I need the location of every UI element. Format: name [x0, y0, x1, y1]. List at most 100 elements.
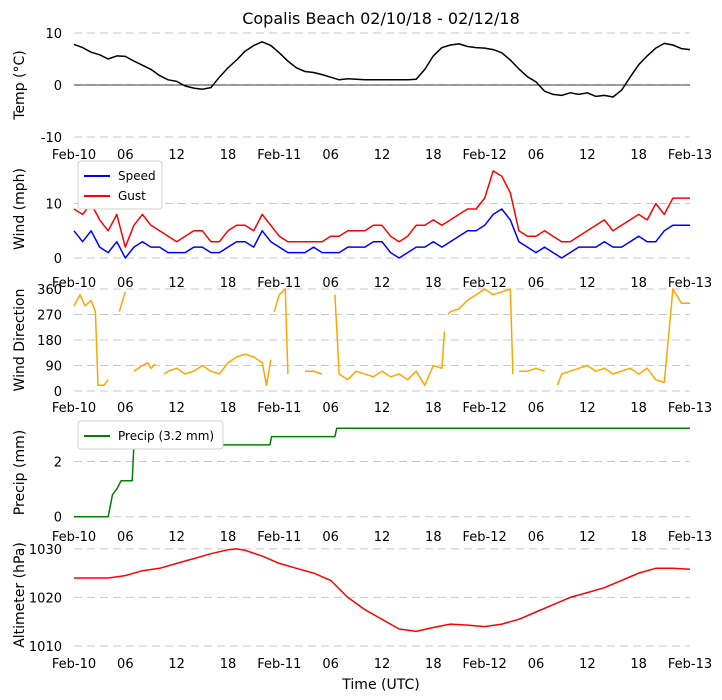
y-tick-label: 0: [54, 511, 62, 526]
x-tick-label: Feb-11: [257, 276, 301, 291]
x-tick-label: 06: [322, 148, 339, 163]
y-axis-label: Wind (mph): [12, 168, 28, 250]
x-tick-label: Feb-10: [52, 148, 96, 163]
x-tick-label: Feb-12: [463, 148, 507, 163]
x-tick-label: Feb-12: [463, 276, 507, 291]
x-tick-label: 18: [220, 657, 237, 672]
series-line-speed: [73, 208, 690, 259]
x-tick-label: Feb-11: [257, 148, 301, 163]
y-tick-label: 270: [37, 309, 62, 324]
x-tick-label: 06: [322, 657, 339, 672]
x-tick-label: Feb-11: [257, 530, 301, 545]
y-axis-label: Precip (mm): [12, 430, 28, 515]
x-tick-label: 12: [579, 530, 596, 545]
x-tick-label: 06: [528, 148, 545, 163]
series-line-altimeter: [74, 548, 691, 633]
x-axis-label: Time (UTC): [341, 677, 419, 693]
x-tick-label: 12: [579, 276, 596, 291]
x-tick-label: 06: [117, 657, 134, 672]
x-tick-label: 12: [579, 401, 596, 416]
x-tick-label: Feb-11: [257, 401, 301, 416]
x-tick-label: 12: [374, 148, 391, 163]
y-axis-label: Temp (°C): [12, 50, 28, 120]
x-tick-label: 18: [220, 148, 237, 163]
y-tick-label: 1010: [29, 640, 62, 655]
panels: -10 0 10 Temp (°C) Feb-10 06 12 18 Feb-11 06 12 18 F…: [12, 27, 712, 672]
x-tick-label: 12: [168, 401, 185, 416]
y-tick-label: 90: [45, 360, 62, 375]
series-line-direction: [447, 288, 514, 375]
y-tick-label: 0: [54, 385, 62, 400]
y-tick-label: 10: [45, 198, 62, 213]
y-tick-label: 1020: [29, 591, 62, 606]
x-tick-label: 18: [425, 657, 442, 672]
series-line-direction: [305, 370, 323, 375]
x-tick-label: 06: [117, 530, 134, 545]
legend-label: Precip (3.2 mm): [118, 429, 214, 443]
x-tick-label: 18: [220, 401, 237, 416]
y-axis-label: Wind Direction: [12, 289, 28, 392]
x-tick-label: 18: [630, 530, 647, 545]
x-tick-label: 06: [322, 276, 339, 291]
x-tick-label: Feb-13: [668, 530, 712, 545]
panel-temperature: -10 0 10 Temp (°C) Feb-10 06 12 18 Feb-11 06 12 18 F…: [12, 27, 712, 163]
x-tick-label: Feb-11: [257, 657, 301, 672]
x-tick-label: 06: [528, 530, 545, 545]
x-tick-label: Feb-13: [668, 657, 712, 672]
panel-wind_direction: 0 90 180 270 360 Wind Direction Feb-10 06 12 18 Fe…: [12, 283, 712, 416]
y-tick-label: 2: [54, 455, 62, 470]
x-tick-label: 06: [117, 148, 134, 163]
x-tick-label: 06: [117, 401, 134, 416]
legend-label: Gust: [118, 189, 146, 203]
x-tick-label: 18: [630, 276, 647, 291]
x-tick-label: Feb-10: [52, 530, 96, 545]
x-tick-label: 18: [630, 657, 647, 672]
y-tick-label: 180: [37, 334, 62, 349]
x-tick-label: 18: [425, 530, 442, 545]
x-tick-label: 12: [374, 401, 391, 416]
x-tick-label: 12: [374, 657, 391, 672]
series-line-temp: [73, 41, 691, 98]
chart-title: Copalis Beach 02/10/18 - 02/12/18: [242, 9, 520, 28]
x-tick-label: 06: [528, 276, 545, 291]
y-axis-label: Altimeter (hPa): [12, 542, 28, 648]
x-tick-label: 12: [579, 657, 596, 672]
x-tick-label: 12: [168, 530, 185, 545]
x-tick-label: 12: [374, 530, 391, 545]
x-tick-label: 18: [630, 148, 647, 163]
x-tick-label: 06: [528, 657, 545, 672]
x-tick-label: Feb-13: [668, 276, 712, 291]
y-tick-label: 360: [37, 283, 62, 298]
x-tick-label: Feb-10: [52, 401, 96, 416]
series-line-direction: [118, 291, 127, 312]
x-tick-label: 18: [220, 276, 237, 291]
y-tick-label: 0: [54, 79, 62, 94]
x-tick-label: 18: [630, 401, 647, 416]
series-line-gust: [73, 170, 690, 248]
y-tick-label: -10: [41, 131, 62, 146]
x-tick-label: 18: [220, 530, 237, 545]
x-tick-label: 12: [374, 276, 391, 291]
panel-wind_speed: 0 10 Wind (mph) Feb-10 06 12 18 Feb-11 06 12 18 Feb…: [12, 160, 712, 291]
x-tick-label: 12: [168, 657, 185, 672]
x-tick-label: Feb-10: [52, 276, 96, 291]
series-line-direction: [273, 288, 289, 375]
series-line-direction: [518, 367, 545, 372]
x-tick-label: Feb-12: [463, 401, 507, 416]
y-tick-label: 1030: [29, 543, 62, 558]
x-tick-label: Feb-10: [52, 657, 96, 672]
legend-box: [77, 420, 224, 450]
series-line-direction: [133, 361, 156, 372]
x-tick-label: Feb-12: [463, 530, 507, 545]
x-tick-label: 12: [168, 148, 185, 163]
x-tick-label: 18: [425, 276, 442, 291]
legend-label: Speed: [118, 169, 156, 183]
x-tick-label: 12: [168, 276, 185, 291]
x-tick-label: 18: [425, 148, 442, 163]
x-tick-label: 06: [322, 530, 339, 545]
series-line-direction: [334, 294, 446, 387]
y-tick-label: 0: [54, 252, 62, 267]
series-line-direction: [556, 288, 690, 386]
